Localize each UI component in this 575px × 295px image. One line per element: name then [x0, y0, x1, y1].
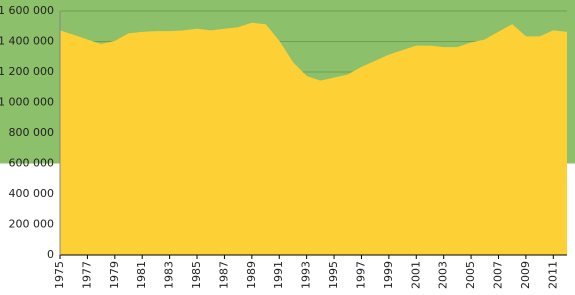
y-tick-label: 600 000: [9, 157, 55, 170]
y-tick-label: 1 200 000: [0, 65, 54, 78]
y-tick-label: 200 000: [9, 218, 55, 231]
x-tick-label: 1983: [163, 261, 176, 289]
y-tick-label: 0: [47, 248, 54, 261]
x-tick-label: 1991: [272, 261, 285, 289]
y-tick-label: 1 600 000: [0, 4, 54, 17]
x-tick-label: 1997: [354, 261, 367, 289]
x-tick-label: 2001: [409, 261, 422, 289]
x-tick-label: 1995: [327, 261, 340, 289]
y-tick-label: 400 000: [9, 187, 55, 200]
x-tick-label: 1979: [108, 261, 121, 289]
y-tick-label: 800 000: [9, 126, 55, 139]
x-tick-label: 1987: [217, 261, 230, 289]
area-fill: [60, 23, 567, 256]
x-tick-label: 2009: [519, 261, 532, 289]
x-tick-label: 2011: [546, 261, 559, 289]
area-line: [59, 22, 568, 82]
y-tick-label: 1 400 000: [0, 35, 54, 48]
x-tick-label: 1977: [80, 261, 93, 289]
x-tick-label: 1993: [300, 261, 313, 289]
y-tick-label: 1 000 000: [0, 96, 54, 109]
x-tick-label: 1999: [382, 261, 395, 289]
x-tick-label: 1981: [135, 261, 148, 289]
x-tick-label: 1989: [245, 261, 258, 289]
x-tick-label: 2003: [437, 261, 450, 289]
x-tick-label: 1975: [53, 261, 66, 289]
x-tick-label: 2007: [491, 261, 504, 289]
x-tick-label: 2005: [464, 261, 477, 289]
x-tick-label: 1985: [190, 261, 203, 289]
